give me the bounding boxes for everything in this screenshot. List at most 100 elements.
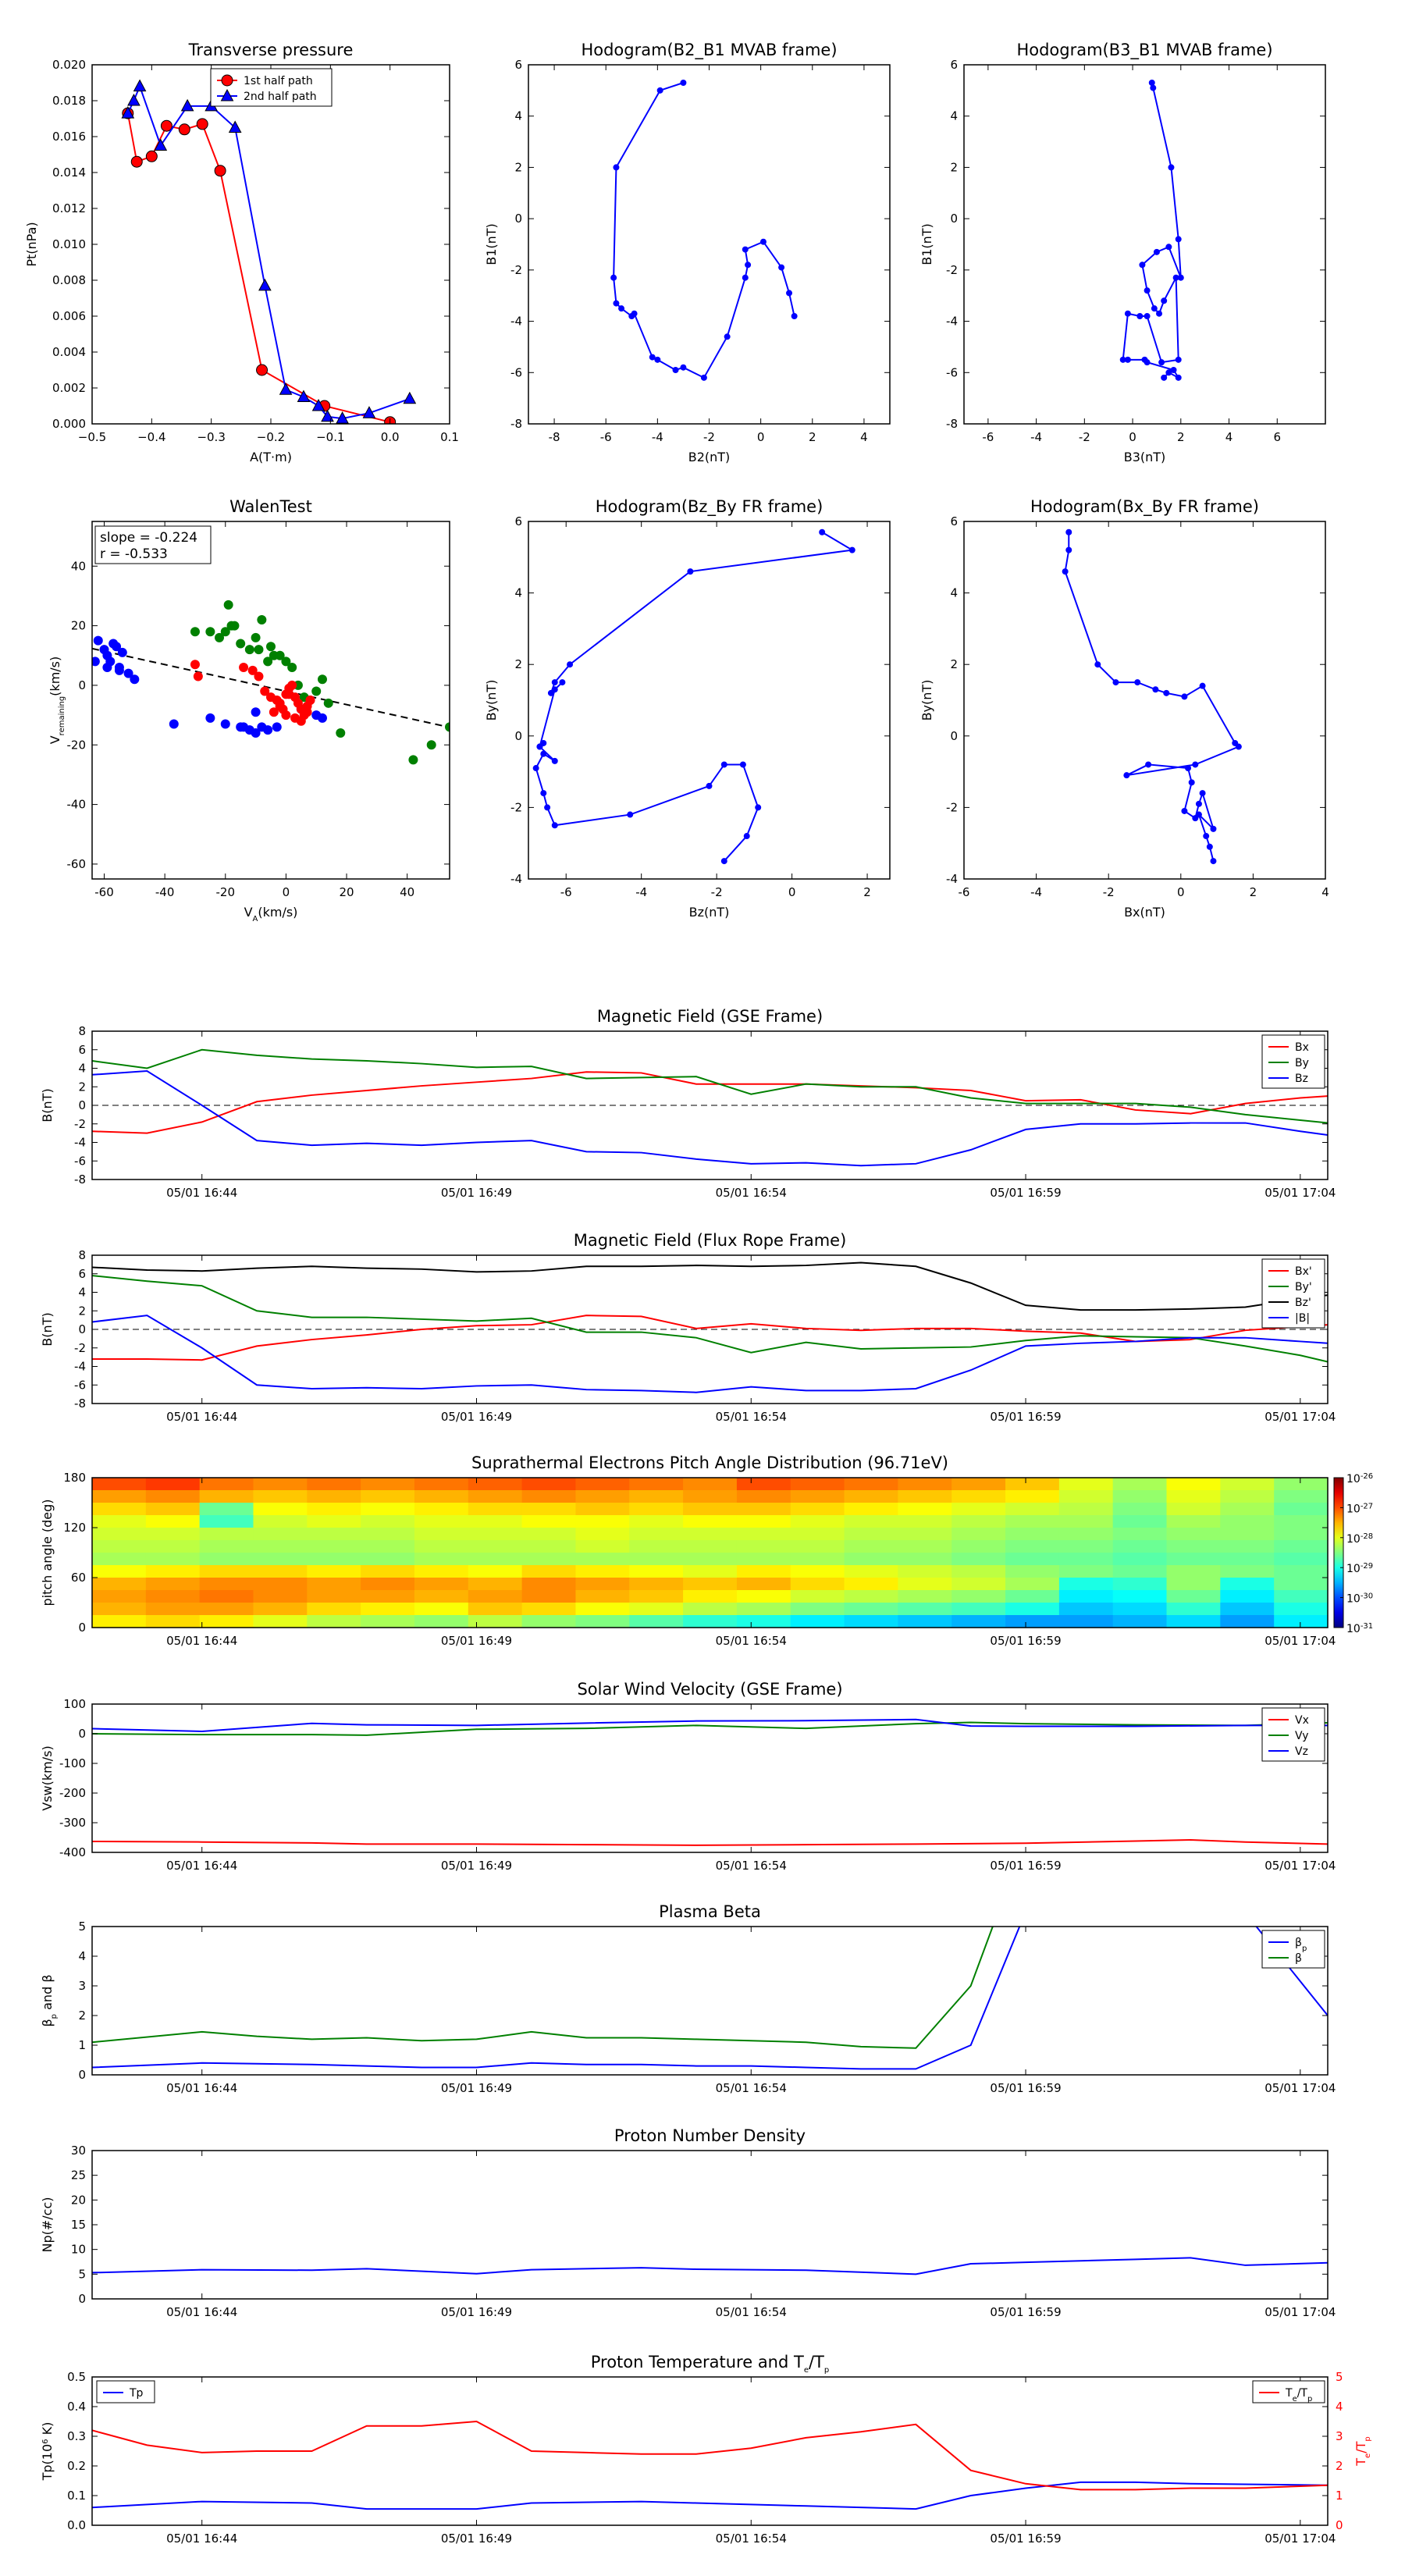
data-point xyxy=(1144,313,1151,319)
x-tick-label: 0 xyxy=(788,885,796,899)
x-tick-label: 4 xyxy=(1225,430,1233,444)
heatmap-cell xyxy=(1005,1565,1060,1578)
y-tick-label: 4 xyxy=(78,1062,86,1076)
x-tick-label: 05/01 16:54 xyxy=(716,1410,787,1424)
data-point xyxy=(610,274,617,281)
label-part: 10 xyxy=(1346,1563,1361,1575)
heatmap-cell xyxy=(1166,1528,1221,1541)
heatmap-cell xyxy=(1112,1615,1168,1628)
heatmap-cell xyxy=(1058,1503,1114,1516)
heatmap-cell xyxy=(468,1540,523,1553)
heatmap-cell xyxy=(361,1578,415,1591)
y-tick-label: 100 xyxy=(63,1697,86,1711)
y-tick-label: -4 xyxy=(74,1360,86,1374)
heatmap-cell xyxy=(1112,1565,1168,1578)
y-tick-label: 4 xyxy=(950,109,958,123)
x-tick-label: 05/01 16:49 xyxy=(441,1186,512,1200)
data-point xyxy=(1181,807,1188,814)
heatmap-cell xyxy=(898,1590,952,1603)
heatmap-cell xyxy=(414,1553,469,1566)
heatmap-cell xyxy=(253,1590,308,1603)
heatmap-cell xyxy=(307,1590,361,1603)
heatmap-cell xyxy=(898,1553,952,1566)
data-point xyxy=(121,106,135,119)
heatmap-cell xyxy=(92,1528,147,1541)
heatmap-cell xyxy=(307,1615,361,1628)
heatmap-cell xyxy=(683,1590,738,1603)
y-tick-label: -2 xyxy=(74,1117,86,1131)
y-tick-label: 0.010 xyxy=(52,237,86,251)
x-tick-label: 0.0 xyxy=(381,430,400,444)
heatmap-cell xyxy=(1274,1540,1329,1553)
chart-h2: Hodogram(B3_B1 MVAB frame) -6 -4 -2 0 2 4 6 -8 -6… xyxy=(919,41,1326,464)
heatmap-cell xyxy=(1166,1603,1221,1616)
data-point xyxy=(205,713,215,723)
heatmap-cell xyxy=(92,1578,147,1591)
heatmap-cell xyxy=(1274,1503,1329,1516)
annotation-slope: slope = -0.224 xyxy=(100,530,197,546)
label-part: /T xyxy=(809,2353,824,2371)
legend-label: Bz' xyxy=(1295,1297,1311,1309)
heatmap-cell xyxy=(1220,1490,1275,1503)
heatmap-cell xyxy=(951,1590,1006,1603)
data-point xyxy=(190,660,200,670)
y-axis-label: Vsw(km/s) xyxy=(40,1745,55,1810)
y-axis-label: βp and β xyxy=(40,1974,59,2026)
y-tick-label: 0 xyxy=(78,2292,86,2306)
label-part: 10 xyxy=(1346,1593,1361,1606)
data-point xyxy=(819,528,826,535)
x-tick-label: -6 xyxy=(982,430,994,444)
legend-marker xyxy=(221,74,233,87)
y-tick-label: 3 xyxy=(78,1979,86,1993)
data-point xyxy=(426,740,436,750)
data-point xyxy=(1192,815,1199,822)
series-line xyxy=(92,1070,1328,1167)
y-tick-label: 0.016 xyxy=(52,130,86,144)
y-tick-label: 6 xyxy=(78,1043,86,1057)
label-part: 10 xyxy=(1346,1533,1361,1546)
heatmap-cell xyxy=(1220,1578,1275,1591)
heatmap-cell xyxy=(307,1565,361,1578)
heatmap-cell xyxy=(951,1578,1006,1591)
legend-label: Bz xyxy=(1295,1073,1308,1085)
y-tick-label: 0.5 xyxy=(67,2370,86,2384)
x-tick-label: -2 xyxy=(703,430,715,444)
heatmap-cell xyxy=(575,1603,630,1616)
heatmap-cell xyxy=(951,1615,1006,1628)
heatmap-cell xyxy=(575,1528,630,1541)
chart-beta: Plasma Beta 05/01 16:44 05/01 16:49 05/01 1… xyxy=(40,1902,1336,2095)
heatmap-cell xyxy=(1220,1528,1275,1541)
heatmap-cell xyxy=(1058,1578,1114,1591)
heatmap-cell xyxy=(844,1490,898,1503)
plot-frame xyxy=(963,64,1326,425)
heatmap-cell xyxy=(1058,1528,1114,1541)
heatmap-cell xyxy=(145,1515,201,1528)
x-tick-label: 05/01 16:49 xyxy=(441,1410,512,1424)
y-tick-label: -2 xyxy=(510,263,522,277)
data-point xyxy=(275,698,285,708)
heatmap-cell xyxy=(1112,1603,1168,1616)
data-point xyxy=(551,757,558,764)
data-point xyxy=(720,761,727,768)
series-line xyxy=(92,1315,1328,1361)
x-tick-label: 05/01 16:44 xyxy=(166,1634,237,1648)
heatmap-cell xyxy=(307,1603,361,1616)
label-part: -31 xyxy=(1361,1622,1373,1631)
y-axis-label: Tp(106 K) xyxy=(40,2422,55,2482)
plot-frame xyxy=(91,1926,1329,2076)
data-point xyxy=(613,300,620,307)
y-tick-label: -6 xyxy=(74,1378,86,1392)
heatmap-cell xyxy=(92,1590,147,1603)
data-point xyxy=(540,790,547,797)
label-part: p xyxy=(1364,2436,1372,2441)
heatmap-cell xyxy=(898,1503,952,1516)
heatmap-cell xyxy=(575,1490,630,1503)
heatmap-cell xyxy=(575,1515,630,1528)
heatmap-cell xyxy=(736,1540,791,1553)
y-tick-label: -40 xyxy=(67,798,87,812)
legend-label: Tp xyxy=(129,2387,144,2400)
heatmap-cell xyxy=(1058,1515,1114,1528)
data-point xyxy=(1145,761,1152,768)
heatmap-cell xyxy=(1112,1490,1168,1503)
data-point xyxy=(287,663,297,673)
